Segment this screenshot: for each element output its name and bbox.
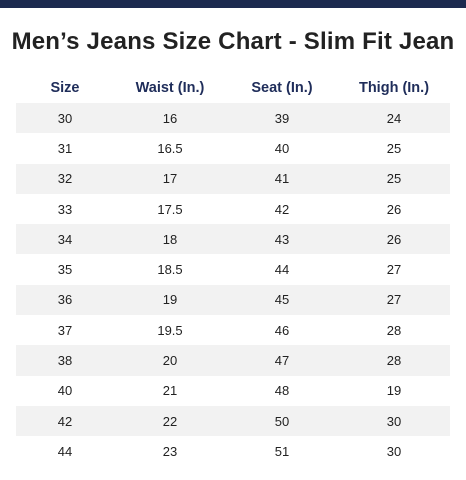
cell-waist: 17 — [114, 163, 226, 194]
cell-size: 33 — [57, 201, 73, 217]
cell-waist: 20 — [114, 345, 226, 376]
table-row: 32 17 41 25 — [16, 163, 450, 194]
table-row: 40 21 48 19 — [16, 376, 450, 406]
cell-seat: 39 — [226, 103, 338, 134]
brand-top-bar — [0, 0, 466, 8]
cell-size: 34 — [16, 224, 114, 255]
cell-thigh: 19 — [386, 383, 402, 399]
table-row: 36 19 45 27 — [16, 284, 450, 316]
cell-thigh: 25 — [338, 163, 450, 194]
cell-size: 36 — [16, 284, 114, 316]
cell-seat: 46 — [274, 322, 290, 338]
cell-size: 40 — [57, 383, 73, 399]
table-row: 34 18 43 26 — [16, 224, 450, 255]
cell-thigh: 26 — [338, 224, 450, 255]
cell-waist: 17.5 — [157, 201, 183, 217]
cell-seat: 41 — [226, 163, 338, 194]
table-body: 30 16 39 24 31 16.5 40 25 32 17 41 25 33 17.5 42 26 34 18… — [16, 103, 450, 467]
table-row: 30 16 39 24 — [16, 103, 450, 134]
cell-seat: 47 — [226, 345, 338, 376]
cell-size: 37 — [57, 322, 73, 338]
cell-thigh: 27 — [386, 262, 402, 278]
table-row: 42 22 50 30 — [16, 405, 450, 437]
column-header-size: Size — [50, 80, 80, 96]
cell-waist: 16 — [114, 103, 226, 134]
cell-waist: 22 — [114, 405, 226, 437]
cell-seat: 42 — [274, 201, 290, 217]
cell-thigh: 25 — [386, 140, 402, 156]
table-row: 33 17.5 42 26 — [16, 194, 450, 224]
size-chart-table: Size Waist (In.) Seat (In.) Thigh (In.) … — [16, 73, 450, 467]
cell-thigh: 26 — [386, 201, 402, 217]
cell-thigh: 30 — [338, 405, 450, 437]
cell-seat: 48 — [274, 383, 290, 399]
column-header-waist: Waist (In.) — [135, 80, 205, 96]
cell-waist: 18.5 — [157, 262, 183, 278]
cell-size: 35 — [57, 262, 73, 278]
cell-seat: 45 — [226, 284, 338, 316]
cell-waist: 16.5 — [157, 140, 183, 156]
cell-waist: 18 — [114, 224, 226, 255]
cell-thigh: 28 — [338, 345, 450, 376]
cell-waist: 19 — [114, 284, 226, 316]
cell-waist: 19.5 — [157, 322, 183, 338]
table-header-row: Size Waist (In.) Seat (In.) Thigh (In.) — [16, 73, 450, 103]
column-header-thigh: Thigh (In.) — [358, 80, 430, 96]
cell-thigh: 27 — [338, 284, 450, 316]
cell-size: 38 — [16, 345, 114, 376]
cell-size: 44 — [57, 443, 73, 459]
cell-seat: 44 — [274, 262, 290, 278]
page-title: Men’s Jeans Size Chart - Slim Fit Jean — [11, 28, 455, 55]
cell-thigh: 30 — [386, 443, 402, 459]
cell-thigh: 24 — [338, 103, 450, 134]
table-row: 38 20 47 28 — [16, 345, 450, 376]
cell-size: 30 — [16, 103, 114, 134]
column-header-seat: Seat (In.) — [251, 80, 313, 96]
cell-seat: 43 — [226, 224, 338, 255]
cell-size: 42 — [16, 405, 114, 437]
cell-waist: 21 — [162, 383, 178, 399]
cell-seat: 51 — [274, 443, 290, 459]
table-row: 44 23 51 30 — [16, 436, 450, 466]
cell-size: 32 — [16, 163, 114, 194]
table-row: 35 18.5 44 27 — [16, 254, 450, 284]
cell-seat: 40 — [274, 140, 290, 156]
table-row: 31 16.5 40 25 — [16, 133, 450, 163]
cell-size: 31 — [57, 140, 73, 156]
cell-thigh: 28 — [386, 322, 402, 338]
table-row: 37 19.5 46 28 — [16, 315, 450, 345]
cell-waist: 23 — [162, 443, 178, 459]
cell-seat: 50 — [226, 405, 338, 437]
